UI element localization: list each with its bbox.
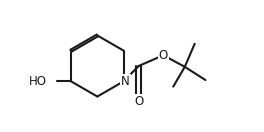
Text: O: O	[159, 49, 168, 62]
Text: O: O	[134, 95, 143, 108]
Text: HO: HO	[29, 75, 47, 88]
Text: N: N	[121, 75, 130, 88]
